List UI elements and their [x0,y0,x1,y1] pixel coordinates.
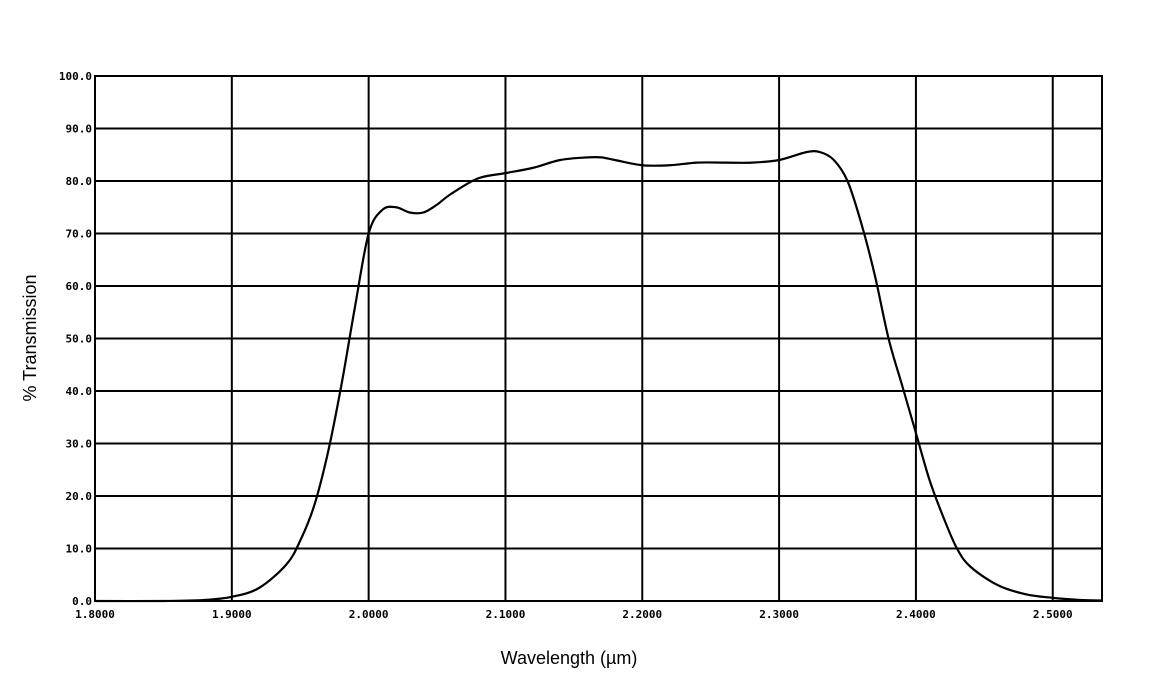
y-tick-label: 90.0 [66,123,93,136]
y-tick-label: 60.0 [66,280,93,293]
x-tick-labels: 1.8000 1.9000 2.0000 2.1000 2.2000 2.3000 2.40… [75,608,1072,621]
y-tick-labels: 0.0 10.0 20.0 30.0 40.0 50.0 60.0 70.0 80.0 90.0 1… [59,70,92,608]
y-tick-label: 0.0 [72,595,92,608]
y-tick-label: 20.0 [66,490,93,503]
y-axis-title: % Transmission [20,274,40,401]
x-tick-label: 1.8000 [75,608,115,621]
y-tick-label: 80.0 [66,175,93,188]
grid [95,76,1102,601]
x-tick-label: 2.2000 [622,608,662,621]
x-tick-label: 2.0000 [349,608,389,621]
y-tick-label: 40.0 [66,385,93,398]
x-tick-label: 2.4000 [896,608,936,621]
y-tick-label: 50.0 [66,333,93,346]
y-tick-label: 10.0 [66,543,93,556]
x-tick-label: 2.5000 [1033,608,1073,621]
y-tick-label: 70.0 [66,228,93,241]
x-tick-label: 1.9000 [212,608,252,621]
y-tick-label: 100.0 [59,70,92,83]
x-tick-label: 2.1000 [486,608,526,621]
y-tick-label: 30.0 [66,438,93,451]
plot-frame [94,75,1103,602]
transmission-curve [93,150,1104,603]
x-axis-title: Wavelength (µm) [501,648,638,668]
x-tick-label: 2.3000 [759,608,799,621]
